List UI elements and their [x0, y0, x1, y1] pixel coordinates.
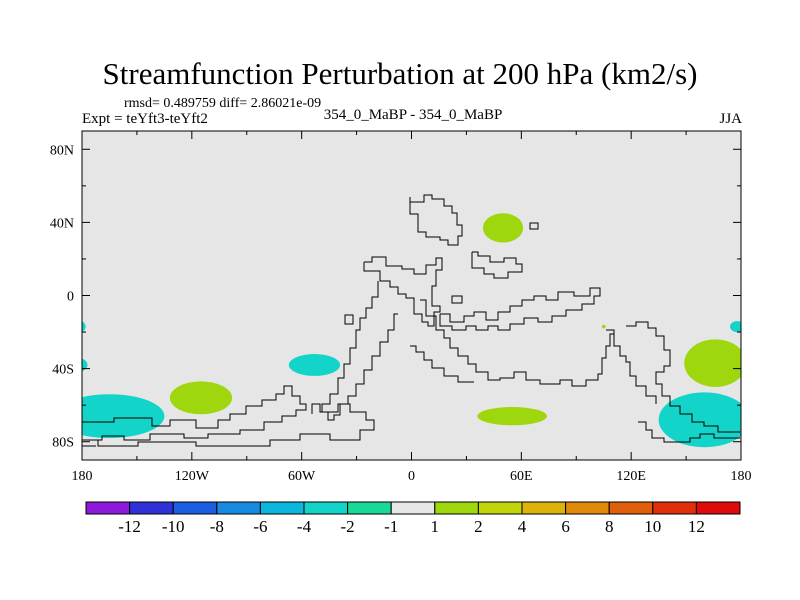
colorbar-label: 1	[431, 517, 440, 536]
axis-layer: 180 120W 60W 0 60E 120E 180 80N 40N 0 40S 80S	[50, 131, 752, 484]
anomaly-region-11	[601, 324, 606, 329]
coastline-central-america	[363, 256, 443, 327]
stats-label: rmsd= 0.489759 diff= 2.86021e-09	[124, 96, 322, 111]
case-label: 354_0_MaBP - 354_0_MaBP	[323, 107, 503, 123]
coastline-africa-east	[420, 299, 614, 387]
colorbar-swatch	[259, 501, 305, 515]
anomaly-region-3	[82, 394, 165, 439]
colorbar-label: 4	[518, 517, 527, 536]
chart-title: Streamfunction Perturbation at 200 hPa (…	[102, 56, 698, 91]
anomaly-region-1	[169, 381, 233, 415]
coastline-layer	[82, 194, 740, 447]
season-label: JJA	[719, 111, 742, 127]
colorbar-label: -6	[253, 517, 267, 536]
plot-background	[82, 131, 741, 460]
colorbar-label: 2	[474, 517, 483, 536]
coastline-north-america	[409, 194, 463, 246]
colorbar-swatch	[347, 501, 392, 515]
colorbar-label: -1	[384, 517, 398, 536]
colorbar-swatch	[565, 501, 610, 515]
anomaly-region-6	[482, 213, 524, 243]
colorbar-swatch	[303, 501, 349, 515]
colorbar-swatch	[129, 501, 174, 515]
colorbar-label: 10	[644, 517, 661, 536]
x-tick-label: 60E	[510, 469, 533, 484]
coastline-east-asia	[606, 329, 657, 404]
coastline-island-3	[451, 295, 463, 304]
coastline-island-2	[529, 222, 539, 230]
anomaly-region-8	[684, 339, 741, 387]
colorbar-swatch	[216, 501, 261, 515]
colorbar-swatch	[652, 501, 697, 515]
coastline-australia-south	[638, 421, 740, 443]
colorbar-label: -2	[341, 517, 355, 536]
y-tick-label: 80N	[50, 143, 74, 158]
coastline-australia	[626, 321, 740, 433]
anomaly-region-5	[82, 321, 86, 332]
coastline-asia-south	[439, 287, 601, 331]
y-tick-label: 0	[67, 290, 74, 305]
coastline-antarctica-west	[82, 385, 307, 441]
coastline-island-1	[344, 314, 354, 325]
colorbar-label: 12	[688, 517, 705, 536]
colorbar-label: -4	[297, 517, 312, 536]
colorbar-swatch	[608, 501, 654, 515]
x-tick-label: 0	[408, 469, 415, 484]
x-tick-label: 120W	[175, 469, 210, 484]
x-tick-label: 180	[731, 469, 752, 484]
coastline-japan	[471, 251, 523, 279]
x-tick-label: 180	[72, 469, 93, 484]
anomaly-region-9	[658, 392, 741, 448]
anomaly-region-10	[730, 321, 741, 333]
colorbar-label: -10	[162, 517, 185, 536]
y-tick-label: 40N	[50, 216, 74, 231]
colorbar-swatch	[172, 501, 218, 515]
colorbar-swatch	[390, 501, 436, 515]
colorbar-label: 8	[605, 517, 614, 536]
colorbar-label: -12	[118, 517, 141, 536]
anomaly-region-7	[477, 406, 547, 426]
colorbar-label: 6	[561, 517, 570, 536]
anomaly-region-2	[288, 353, 341, 376]
colorbar-swatch	[695, 501, 741, 515]
y-tick-label: 40S	[52, 363, 74, 378]
colorbar-swatch	[477, 501, 523, 515]
experiment-label: Expt = teYft3-teYft2	[82, 111, 208, 127]
anomaly-layer	[82, 213, 741, 448]
colorbar-swatch	[85, 501, 131, 515]
colorbar-swatch	[434, 501, 479, 515]
colorbar: -12 -10 -8 -6 -4 -2 -1 1 2 4 6 8 10 12	[85, 501, 741, 536]
x-tick-label: 60W	[288, 469, 316, 484]
colorbar-label: -8	[210, 517, 224, 536]
coastline-indian-ocean	[410, 345, 474, 383]
colorbar-swatch	[521, 501, 567, 515]
coastline-antarctica-peninsula	[97, 403, 375, 447]
y-tick-label: 80S	[52, 436, 74, 451]
x-tick-label: 120E	[616, 469, 646, 484]
